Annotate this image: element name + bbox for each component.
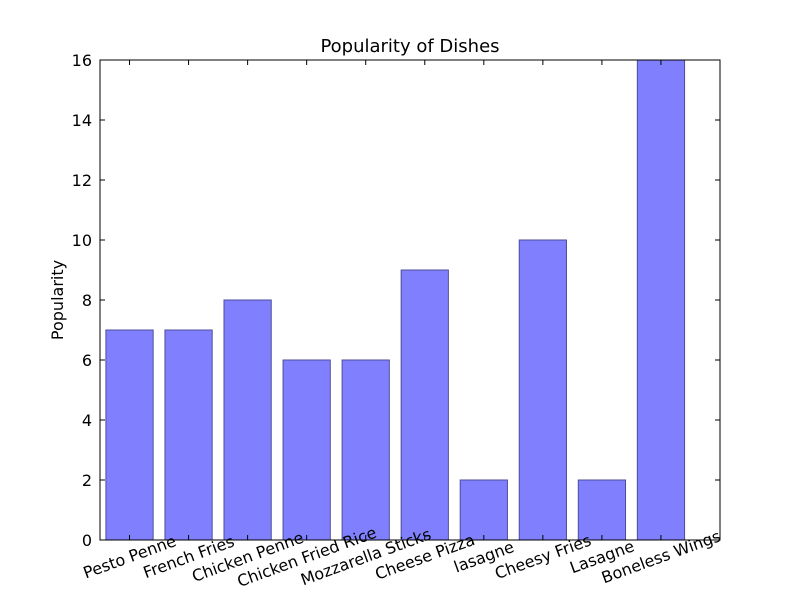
y-tick-label: 8 xyxy=(82,291,92,310)
y-tick-label: 0 xyxy=(82,531,92,550)
bar xyxy=(282,359,331,541)
bar xyxy=(518,239,567,541)
y-tick-label: 6 xyxy=(82,351,92,370)
bar xyxy=(164,329,213,541)
bars-group xyxy=(105,59,686,541)
y-axis-label: Popularity xyxy=(48,260,67,340)
bar xyxy=(223,299,272,541)
bar xyxy=(105,329,154,541)
plot-frame xyxy=(99,59,721,541)
y-ticks-group: 0 2 4 6 8 10 12 14 16 xyxy=(72,51,720,550)
y-tick-label: 2 xyxy=(82,471,92,490)
chart-title: Popularity of Dishes xyxy=(320,36,499,57)
bar xyxy=(400,269,449,541)
y-tick-label: 16 xyxy=(72,51,92,70)
bar xyxy=(459,479,508,541)
bar xyxy=(577,479,627,541)
bar xyxy=(636,59,686,541)
bar xyxy=(341,359,390,541)
y-tick-label: 4 xyxy=(82,411,92,430)
y-tick-label: 12 xyxy=(72,171,92,190)
y-tick-label: 10 xyxy=(72,231,92,250)
y-tick-label: 14 xyxy=(72,111,92,130)
